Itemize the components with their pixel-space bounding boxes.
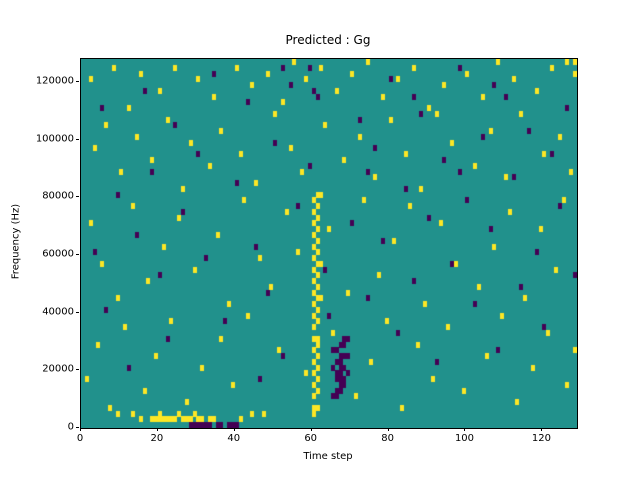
y-tick-mark bbox=[76, 311, 79, 313]
y-tick-mark bbox=[76, 369, 79, 371]
x-axis-label: Time step bbox=[303, 451, 353, 462]
x-tick-mark bbox=[387, 428, 392, 432]
y-tick-label: 0 bbox=[67, 421, 74, 433]
x-tick-label: 0 bbox=[76, 433, 84, 444]
y-tick-label: 60000 bbox=[42, 248, 74, 260]
x-tick-label: 100 bbox=[454, 433, 475, 444]
y-tick-label: 40000 bbox=[42, 306, 74, 318]
x-tick-mark bbox=[156, 428, 161, 432]
y-tick-mark bbox=[76, 196, 79, 198]
x-tick-mark bbox=[541, 428, 545, 432]
plot-area bbox=[80, 58, 578, 429]
x-tick-label: 80 bbox=[381, 433, 394, 444]
x-tick-label: 20 bbox=[150, 433, 164, 444]
x-tick-label: 120 bbox=[531, 433, 551, 444]
plot-title: Predicted : Gg bbox=[285, 33, 371, 47]
y-tick-label: 120000 bbox=[35, 75, 74, 87]
x-tick-mark bbox=[464, 428, 468, 432]
heatmap-canvas bbox=[81, 59, 577, 428]
y-tick-label: 80000 bbox=[42, 190, 74, 202]
y-tick-label: 100000 bbox=[35, 133, 74, 145]
y-tick-mark bbox=[76, 81, 79, 83]
y-tick-label: 20000 bbox=[42, 363, 74, 375]
x-tick-mark bbox=[80, 428, 84, 432]
x-tick-mark bbox=[310, 428, 315, 432]
y-tick-mark bbox=[76, 254, 79, 256]
x-tick-label: 40 bbox=[227, 433, 241, 444]
y-tick-mark bbox=[76, 138, 79, 140]
x-tick-label: 60 bbox=[304, 433, 318, 444]
y-tick-mark bbox=[76, 427, 79, 428]
x-tick-mark bbox=[233, 428, 238, 432]
y-axis-label: Frequency (Hz) bbox=[10, 203, 22, 280]
